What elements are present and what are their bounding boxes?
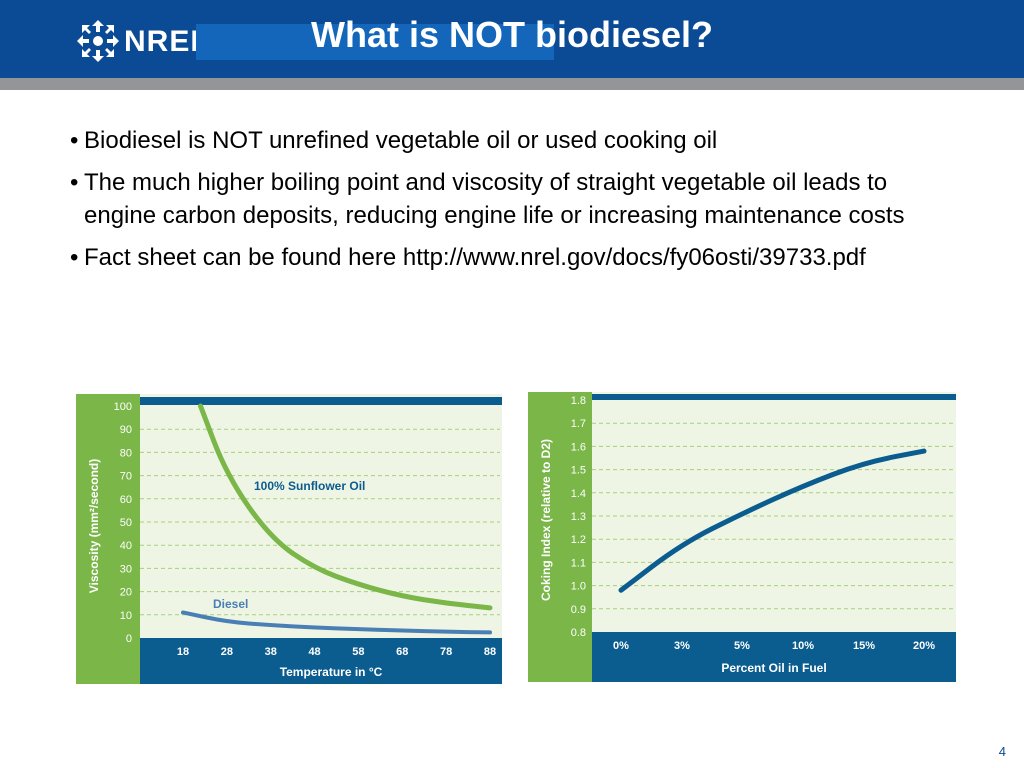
bullet-text: The much higher boiling point and viscos… [84, 169, 905, 229]
series-label: Diesel [213, 597, 248, 611]
y-tick-label: 0 [126, 633, 132, 645]
x-tick-label: 5% [734, 640, 750, 652]
x-tick-label: 20% [913, 640, 935, 652]
y-tick-label: 60 [120, 494, 132, 506]
top-bar [592, 394, 956, 400]
x-tick-label: 68 [396, 646, 408, 658]
y-tick-label: 80 [120, 447, 132, 459]
x-tick-label: 88 [484, 646, 496, 658]
y-tick-label: 100 [114, 401, 132, 413]
bullet-list: • Biodiesel is NOT unrefined vegetable oi… [70, 124, 960, 283]
x-axis-band [592, 632, 956, 682]
y-axis-title: Viscosity (mm²/second) [87, 459, 101, 593]
y-tick-label: 1.1 [571, 557, 586, 569]
bullet-text: Fact sheet can be found here http://www.… [84, 244, 866, 271]
y-tick-label: 1.4 [571, 488, 586, 500]
y-tick-label: 0.9 [571, 604, 586, 616]
y-tick-label: 1.2 [571, 534, 586, 546]
page-number: 4 [998, 744, 1006, 759]
x-axis-title: Temperature in °C [280, 665, 383, 679]
y-axis-band [76, 394, 140, 684]
x-tick-label: 38 [265, 646, 277, 658]
viscosity-chart: 0 10 20 30 40 50 60 70 80 90 100 18 28 38 48 58 68 78 88 Te… [76, 394, 502, 684]
x-axis-band [140, 638, 502, 684]
y-tick-label: 50 [120, 517, 132, 529]
bullet-dot: • [70, 127, 79, 154]
header-strip [0, 78, 1024, 90]
bullet-text: Biodiesel is NOT unrefined vegetable oil… [84, 127, 718, 154]
bullet-dot: • [70, 169, 79, 196]
title-box [196, 24, 554, 60]
y-axis-title: Coking Index (relative to D2) [539, 439, 553, 601]
y-tick-label: 0.8 [571, 627, 586, 639]
nrel-logo-icon [77, 20, 119, 62]
x-tick-label: 78 [440, 646, 452, 658]
x-tick-label: 15% [853, 640, 875, 652]
series-line [198, 403, 493, 611]
x-tick-label: 58 [352, 646, 364, 658]
x-tick-label: 28 [221, 646, 233, 658]
bullet-item: • Biodiesel is NOT unrefined vegetable oi… [70, 124, 960, 157]
plot-background [592, 392, 956, 632]
y-tick-label: 1.7 [571, 418, 586, 430]
y-axis-band [528, 392, 592, 682]
bullet-dot: • [70, 244, 79, 271]
y-tick-label: 1.0 [571, 581, 586, 593]
x-tick-label: 48 [308, 646, 320, 658]
y-tick-label: 90 [120, 424, 132, 436]
x-tick-label: 18 [177, 646, 189, 658]
x-tick-label: 3% [674, 640, 690, 652]
x-tick-label: 0% [613, 640, 629, 652]
slide-title: What is NOT biodiesel? [310, 14, 714, 55]
x-axis-title: Percent Oil in Fuel [721, 661, 826, 675]
y-tick-label: 40 [120, 540, 132, 552]
y-tick-label: 1.8 [571, 395, 586, 407]
y-tick-label: 30 [120, 563, 132, 575]
y-tick-label: 1.5 [571, 465, 586, 477]
logo-text: NREL [124, 25, 210, 58]
bullet-item: • Fact sheet can be found here http://www… [70, 241, 960, 274]
series-line [181, 610, 492, 635]
coking-index-chart: 0.8 0.9 1.0 1.1 1.2 1.3 1.4 1.5 1.6 1.7 1.8 0% 3% 5% 1… [528, 392, 956, 682]
x-tick-label: 10% [792, 640, 814, 652]
bullet-item: • The much higher boiling point and visco… [70, 166, 960, 232]
top-bar [140, 397, 502, 405]
plot-background [140, 394, 502, 638]
series-line [618, 448, 927, 593]
y-tick-label: 70 [120, 471, 132, 483]
y-tick-label: 10 [120, 610, 132, 622]
y-tick-label: 1.6 [571, 441, 586, 453]
y-tick-label: 20 [120, 587, 132, 599]
y-tick-label: 1.3 [571, 511, 586, 523]
series-label: 100% Sunflower Oil [254, 479, 365, 493]
